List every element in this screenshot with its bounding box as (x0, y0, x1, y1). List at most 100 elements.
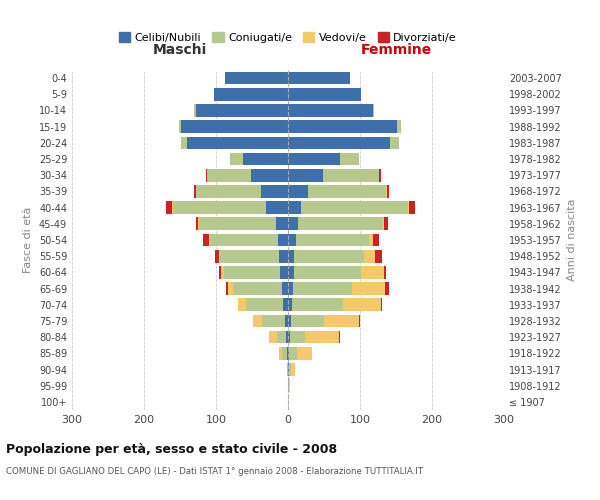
Bar (288, 136, 390, 149)
Bar (288, 347, 289, 360)
Bar (287, 347, 288, 360)
Bar (215, 250, 219, 262)
Bar (194, 104, 196, 117)
Bar (196, 104, 288, 117)
Bar (305, 331, 339, 344)
Bar (199, 218, 277, 230)
Bar (209, 234, 278, 246)
Bar (291, 314, 324, 328)
Bar (288, 202, 301, 214)
Bar (219, 266, 221, 278)
Bar (339, 331, 340, 344)
Bar (245, 298, 283, 311)
Bar (221, 266, 224, 278)
Legend: Celibi/Nubili, Coniugati/e, Vedovi/e, Divorziati/e: Celibi/Nubili, Coniugati/e, Vedovi/e, Di… (115, 28, 461, 48)
Bar (282, 347, 287, 360)
Bar (296, 347, 313, 360)
Bar (288, 380, 289, 392)
Bar (233, 282, 281, 295)
Bar (290, 331, 305, 344)
Bar (381, 298, 382, 311)
Bar (288, 169, 323, 181)
Bar (288, 152, 340, 166)
Bar (295, 250, 364, 262)
Bar (288, 331, 290, 344)
Bar (352, 282, 385, 295)
Bar (214, 88, 288, 101)
Text: Popolazione per età, sesso e stato civile - 2008: Popolazione per età, sesso e stato civil… (6, 442, 337, 456)
Bar (308, 185, 386, 198)
Bar (253, 314, 262, 328)
Bar (230, 152, 244, 166)
Bar (288, 250, 295, 262)
Bar (244, 152, 288, 166)
Bar (407, 202, 409, 214)
Bar (224, 72, 288, 85)
Bar (289, 380, 290, 392)
Bar (293, 282, 352, 295)
Text: COMUNE DI GAGLIANO DEL CAPO (LE) - Dati ISTAT 1° gennaio 2008 - Elaborazione TUT: COMUNE DI GAGLIANO DEL CAPO (LE) - Dati … (6, 468, 423, 476)
Bar (179, 120, 181, 133)
Bar (285, 314, 288, 328)
Bar (288, 363, 289, 376)
Bar (173, 202, 266, 214)
Bar (277, 218, 288, 230)
Bar (283, 298, 288, 311)
Bar (301, 202, 407, 214)
Bar (187, 136, 288, 149)
Bar (383, 218, 385, 230)
Bar (288, 72, 350, 85)
Bar (288, 314, 291, 328)
Bar (373, 234, 379, 246)
Bar (361, 266, 384, 278)
Bar (292, 298, 343, 311)
Bar (266, 202, 288, 214)
Bar (291, 363, 295, 376)
Bar (298, 218, 383, 230)
Bar (375, 250, 382, 262)
Bar (385, 218, 388, 230)
Bar (208, 169, 251, 181)
Bar (386, 185, 389, 198)
Bar (288, 104, 373, 117)
Bar (196, 185, 260, 198)
Bar (289, 363, 291, 376)
Bar (324, 314, 359, 328)
Bar (288, 88, 361, 101)
Bar (238, 298, 245, 311)
Y-axis label: Fasce di età: Fasce di età (23, 207, 33, 273)
Bar (296, 234, 370, 246)
Bar (196, 218, 198, 230)
Bar (203, 234, 209, 246)
Text: Femmine: Femmine (361, 43, 431, 57)
Bar (340, 152, 359, 166)
Bar (288, 185, 308, 198)
Bar (280, 266, 288, 278)
Bar (288, 120, 397, 133)
Bar (278, 347, 282, 360)
Bar (251, 169, 288, 181)
Bar (260, 185, 288, 198)
Bar (289, 347, 296, 360)
Bar (288, 234, 296, 246)
Bar (220, 250, 280, 262)
Bar (278, 234, 288, 246)
Bar (364, 250, 375, 262)
Bar (226, 282, 228, 295)
Bar (262, 314, 285, 328)
Y-axis label: Anni di nascita: Anni di nascita (567, 198, 577, 281)
Bar (379, 169, 381, 181)
Bar (181, 136, 187, 149)
Bar (288, 218, 298, 230)
Bar (295, 266, 361, 278)
Bar (166, 202, 172, 214)
Bar (219, 250, 220, 262)
Bar (206, 169, 208, 181)
Bar (280, 250, 288, 262)
Bar (397, 120, 401, 133)
Bar (370, 234, 373, 246)
Bar (228, 282, 233, 295)
Bar (288, 266, 295, 278)
Bar (224, 266, 280, 278)
Bar (198, 218, 199, 230)
